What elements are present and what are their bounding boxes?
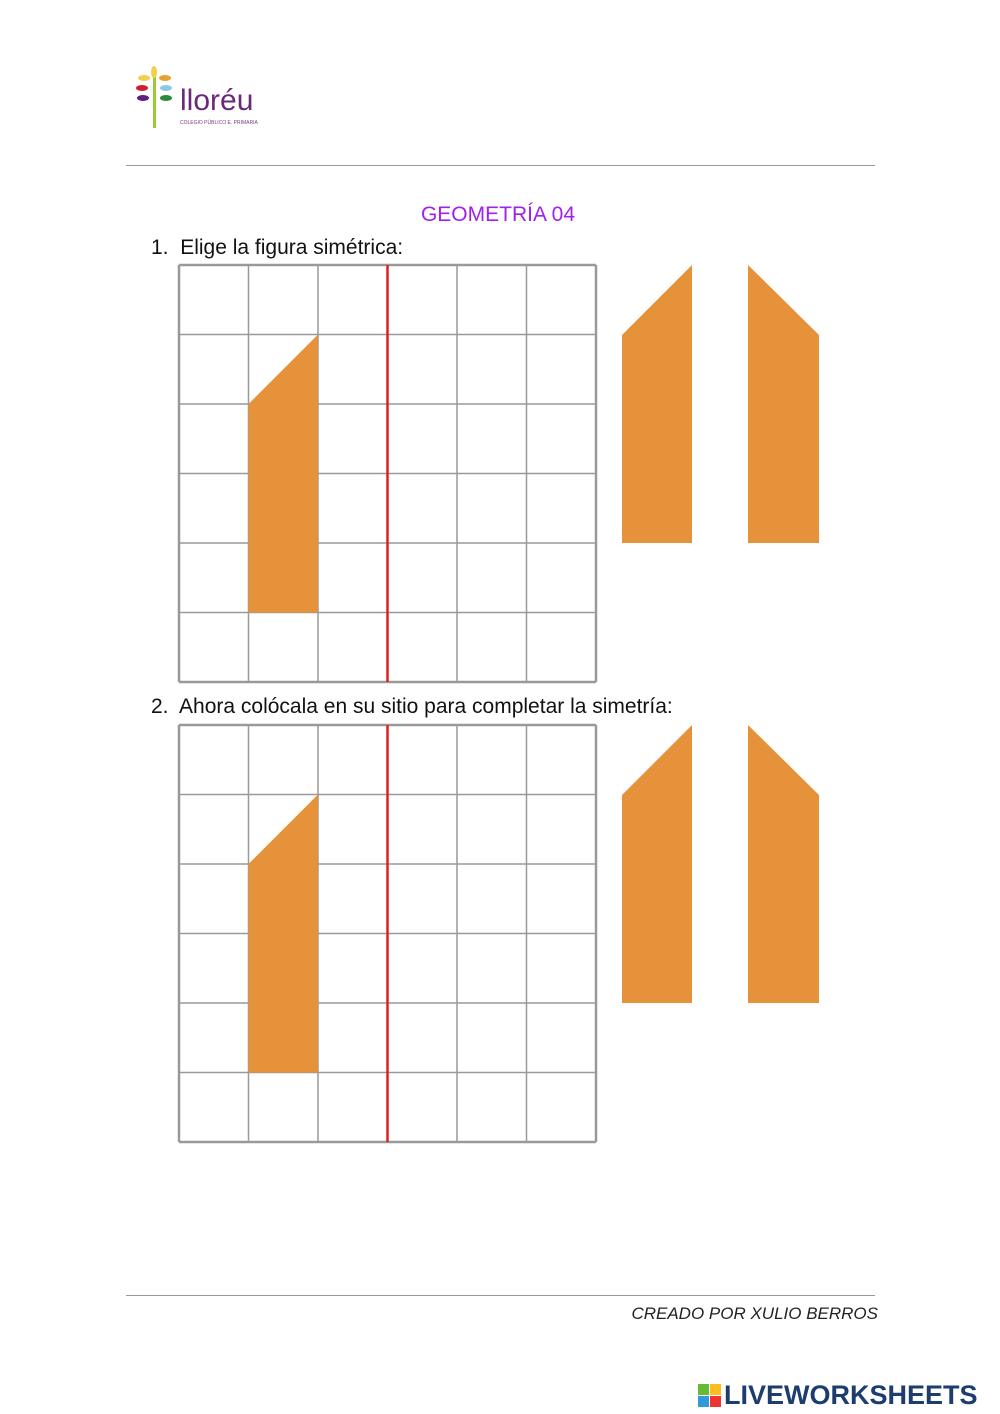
live-blocks-icon (698, 1384, 721, 1407)
footer-divider (126, 1295, 875, 1296)
liveworksheets-logo: LIVEWORKSHEETS (698, 1380, 978, 1411)
option-shape-b[interactable] (748, 725, 819, 1003)
school-logo: lloréu COLEGIO PÚBLICO E. PRIMARIA (122, 62, 278, 138)
given-shape (248, 794, 318, 1073)
question-2: 2. Ahora colócala en su sitio para compl… (151, 695, 673, 718)
option-shape-a[interactable] (622, 265, 692, 543)
logo-name: lloréu (180, 84, 254, 117)
footer-credit: CREADO POR XULIO BERROS (631, 1304, 878, 1323)
question-1: 1. Elige la figura simétrica: (151, 236, 404, 259)
given-shape (248, 334, 318, 613)
header-divider (126, 165, 875, 166)
page-title: GEOMETRÍA 04 (420, 203, 576, 226)
brand-name: LIVEWORKSHEETS (724, 1380, 978, 1410)
option-shape-a[interactable] (622, 725, 692, 1003)
tree-icon (136, 66, 172, 128)
option-shape-b[interactable] (748, 265, 819, 543)
logo-subtitle: COLEGIO PÚBLICO E. PRIMARIA (180, 120, 258, 126)
